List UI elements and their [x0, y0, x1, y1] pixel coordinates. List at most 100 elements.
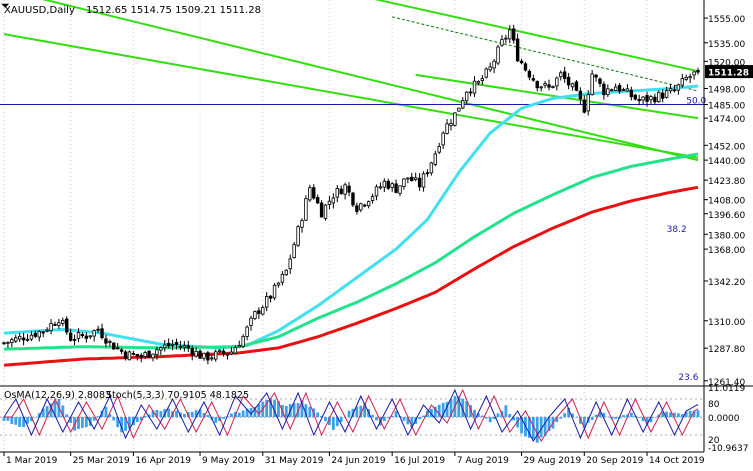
last-price-tag: [705, 65, 753, 79]
osma-bar: [508, 413, 512, 418]
candle-body: [202, 352, 206, 359]
time-tick-label: 1 Mar 2019: [6, 456, 58, 466]
candle-body: [661, 92, 665, 99]
candle-body: [468, 91, 473, 94]
candle-body: [374, 186, 379, 197]
candle-body: [108, 341, 112, 343]
grid-lines: [3, 0, 648, 452]
osma-bar: [406, 417, 410, 425]
candle-body: [672, 89, 677, 92]
candle-body: [539, 86, 543, 89]
osma-bar: [33, 416, 37, 418]
osma-bar: [473, 409, 476, 418]
candle-body: [461, 100, 465, 109]
candle-body: [245, 326, 249, 337]
osma-bar: [284, 405, 288, 418]
osma-bar: [355, 406, 359, 418]
price-tick-label: 1535.00: [708, 40, 745, 50]
osma-bar: [245, 408, 249, 418]
candle-body: [217, 349, 222, 352]
chevron-down-icon[interactable]: [1, 3, 10, 8]
osc-tick-label: 11.0119: [708, 384, 745, 394]
candle-body: [602, 83, 606, 96]
candle-body: [417, 177, 422, 188]
osma-bar: [437, 404, 441, 418]
candle-body: [351, 192, 355, 206]
osma-bar: [84, 417, 88, 428]
osma-bar: [253, 406, 257, 418]
osma-bar: [555, 417, 559, 423]
candle-body: [413, 177, 418, 180]
osma-bar: [512, 417, 516, 421]
candle-body: [641, 96, 645, 101]
osma-bar: [53, 401, 57, 418]
candle-body: [65, 318, 69, 333]
fib-annotations: 50.0 38.2 23.6: [667, 96, 707, 383]
candle-body: [257, 310, 261, 314]
osma-bar: [100, 410, 104, 418]
osma-bar: [637, 417, 641, 418]
candle-body: [437, 146, 441, 153]
candle-body: [253, 311, 257, 319]
candle-body: [331, 197, 336, 204]
candle-body: [562, 71, 567, 80]
osma-bar: [22, 417, 26, 428]
candle-body: [237, 345, 241, 348]
osma-bar: [167, 408, 171, 418]
candle-body: [496, 46, 500, 64]
osma-bar: [37, 413, 41, 418]
price-tick-label: 1287.80: [708, 345, 745, 355]
osma-bar: [692, 411, 696, 418]
candles: [2, 24, 700, 365]
osma-bar: [45, 406, 49, 418]
candle-body: [464, 91, 469, 102]
osma-bar: [41, 408, 45, 418]
candle-body: [276, 282, 281, 286]
candle-body: [343, 184, 347, 195]
candle-body: [190, 347, 194, 356]
osma-bar: [676, 413, 680, 418]
osma-bar: [645, 417, 649, 425]
candle-body: [402, 178, 406, 187]
candle-body: [480, 78, 485, 81]
candle-body: [472, 80, 477, 94]
osma-bar: [602, 412, 606, 418]
candle-body: [429, 162, 434, 174]
osma-bar: [202, 413, 206, 418]
osma-bar: [135, 417, 139, 423]
osma-bar: [433, 406, 437, 418]
candle-body: [445, 123, 449, 134]
candle-body: [119, 349, 124, 352]
candle-body: [692, 71, 696, 76]
candle-body: [610, 89, 614, 92]
osma-bar: [449, 399, 453, 418]
candle-body: [159, 347, 163, 351]
osma-label: OsMA(12,26,9) 2.8083: [4, 390, 111, 401]
candle-body: [88, 335, 92, 338]
candle-body: [155, 349, 159, 355]
osma-bar: [688, 410, 692, 418]
candle-body: [551, 86, 555, 88]
candle-body: [96, 328, 100, 331]
candle-body: [57, 322, 61, 326]
candle-body: [453, 112, 457, 126]
candle-body: [574, 81, 579, 91]
osma-bar: [92, 417, 96, 421]
candle-body: [186, 345, 190, 349]
candle-body: [406, 177, 410, 180]
time-tick-label: 31 May 2019: [265, 456, 324, 466]
osma-bar: [426, 410, 429, 418]
osma-bar: [49, 403, 53, 418]
osma-bar: [465, 401, 469, 418]
candle-body: [241, 336, 245, 347]
candle-body: [21, 337, 26, 341]
candle-body: [2, 342, 6, 345]
osma-bar: [547, 417, 551, 432]
candle-body: [53, 324, 57, 326]
candle-body: [123, 351, 128, 359]
candle-body: [37, 331, 41, 338]
candle-body: [335, 188, 339, 198]
osma-bar: [590, 417, 594, 420]
moving-averages: [3, 84, 699, 367]
candle-body: [84, 335, 89, 339]
